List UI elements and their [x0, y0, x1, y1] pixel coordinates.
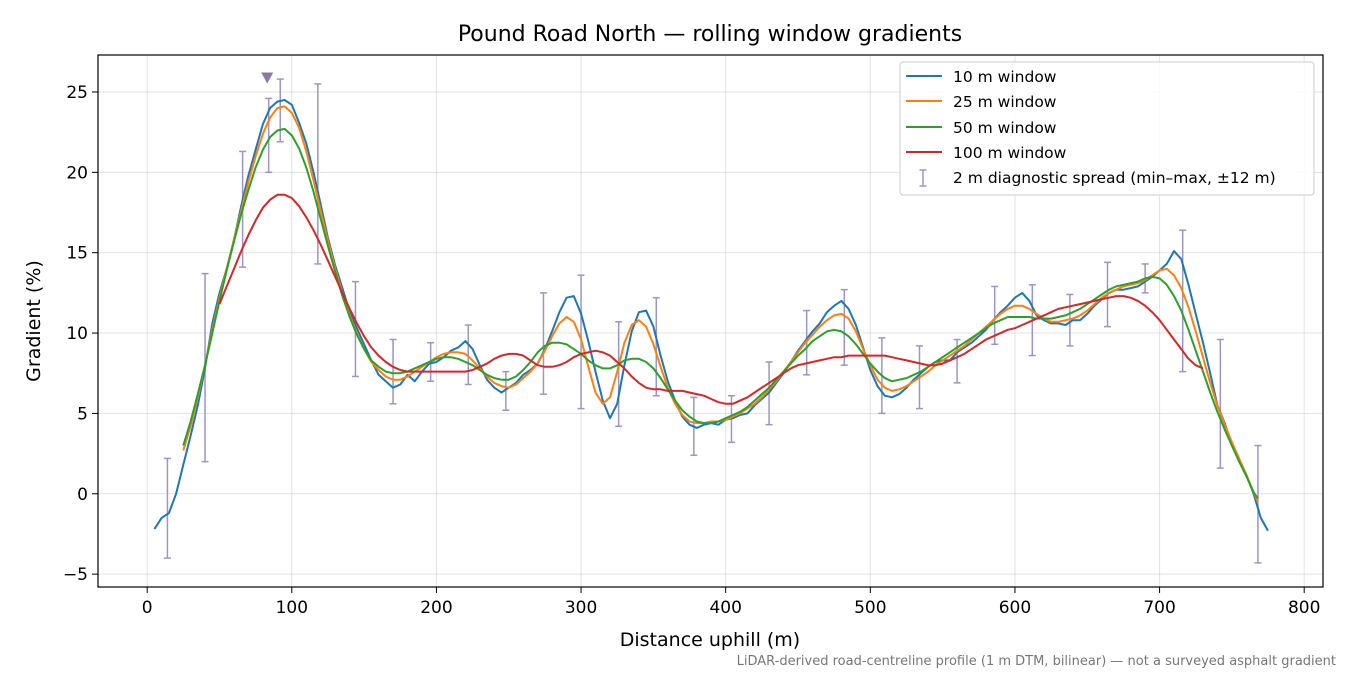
error-bar: [840, 288, 848, 366]
error-bar: [389, 338, 397, 405]
y-tick-label: 5: [77, 404, 88, 424]
x-axis-ticks: 0 100 200 300 400 500 600 700 800: [142, 587, 1320, 618]
error-bar: [615, 321, 623, 428]
error-bar: [502, 370, 510, 411]
x-tick-label: 100: [276, 598, 308, 618]
plot-frame: [97, 54, 1324, 588]
legend-label-100m: 100 m window: [953, 144, 1067, 162]
error-bar: [314, 83, 322, 265]
legend-box: [899, 61, 1315, 196]
y-tick-label: 10: [66, 324, 88, 344]
legend-label-errorbar: 2 m diagnostic spread (min–max, ±12 m): [953, 169, 1276, 187]
peak-marker-group: [261, 72, 274, 84]
legend-swatch-errorbar: [919, 169, 927, 187]
y-tick-label: 20: [66, 163, 88, 183]
error-bar: [1216, 338, 1224, 469]
x-tick-label: 0: [142, 598, 153, 618]
y-axis-ticks: −5 0 5 10 15 20 25: [63, 83, 98, 585]
error-bar: [163, 457, 171, 559]
series-line-2: [182, 127, 1259, 500]
error-bar: [652, 296, 660, 397]
x-tick-label: 700: [1143, 598, 1175, 618]
y-tick-label: 0: [77, 485, 88, 505]
error-bar: [1179, 229, 1187, 373]
legend: 10 m window 25 m window 50 m window 100 …: [899, 61, 1315, 196]
legend-label-25m: 25 m window: [953, 93, 1057, 111]
legend-label-50m: 50 m window: [953, 119, 1057, 137]
chart-title: Pound Road North — rolling window gradie…: [458, 22, 962, 47]
x-tick-label: 400: [709, 598, 741, 618]
series-line-3: [218, 193, 1204, 405]
series-lines: [153, 99, 1269, 532]
x-tick-label: 800: [1288, 598, 1320, 618]
x-tick-label: 600: [999, 598, 1031, 618]
x-tick-label: 200: [420, 598, 452, 618]
error-bar: [1254, 444, 1262, 564]
error-bar: [464, 324, 472, 386]
x-tick-label: 500: [854, 598, 886, 618]
x-tick-label: 300: [565, 598, 597, 618]
y-tick-label: 15: [66, 244, 88, 264]
error-bar: [276, 78, 284, 143]
x-axis-label: Distance uphill (m): [620, 629, 800, 651]
y-tick-label: −5: [63, 565, 88, 585]
peak-marker: [261, 72, 274, 84]
y-tick-label: 25: [66, 83, 88, 103]
legend-label-10m: 10 m window: [953, 68, 1057, 86]
footnote: LiDAR-derived road-centreline profile (1…: [737, 654, 1336, 669]
y-axis-label: Gradient (%): [23, 260, 45, 382]
error-bar: [539, 292, 547, 395]
